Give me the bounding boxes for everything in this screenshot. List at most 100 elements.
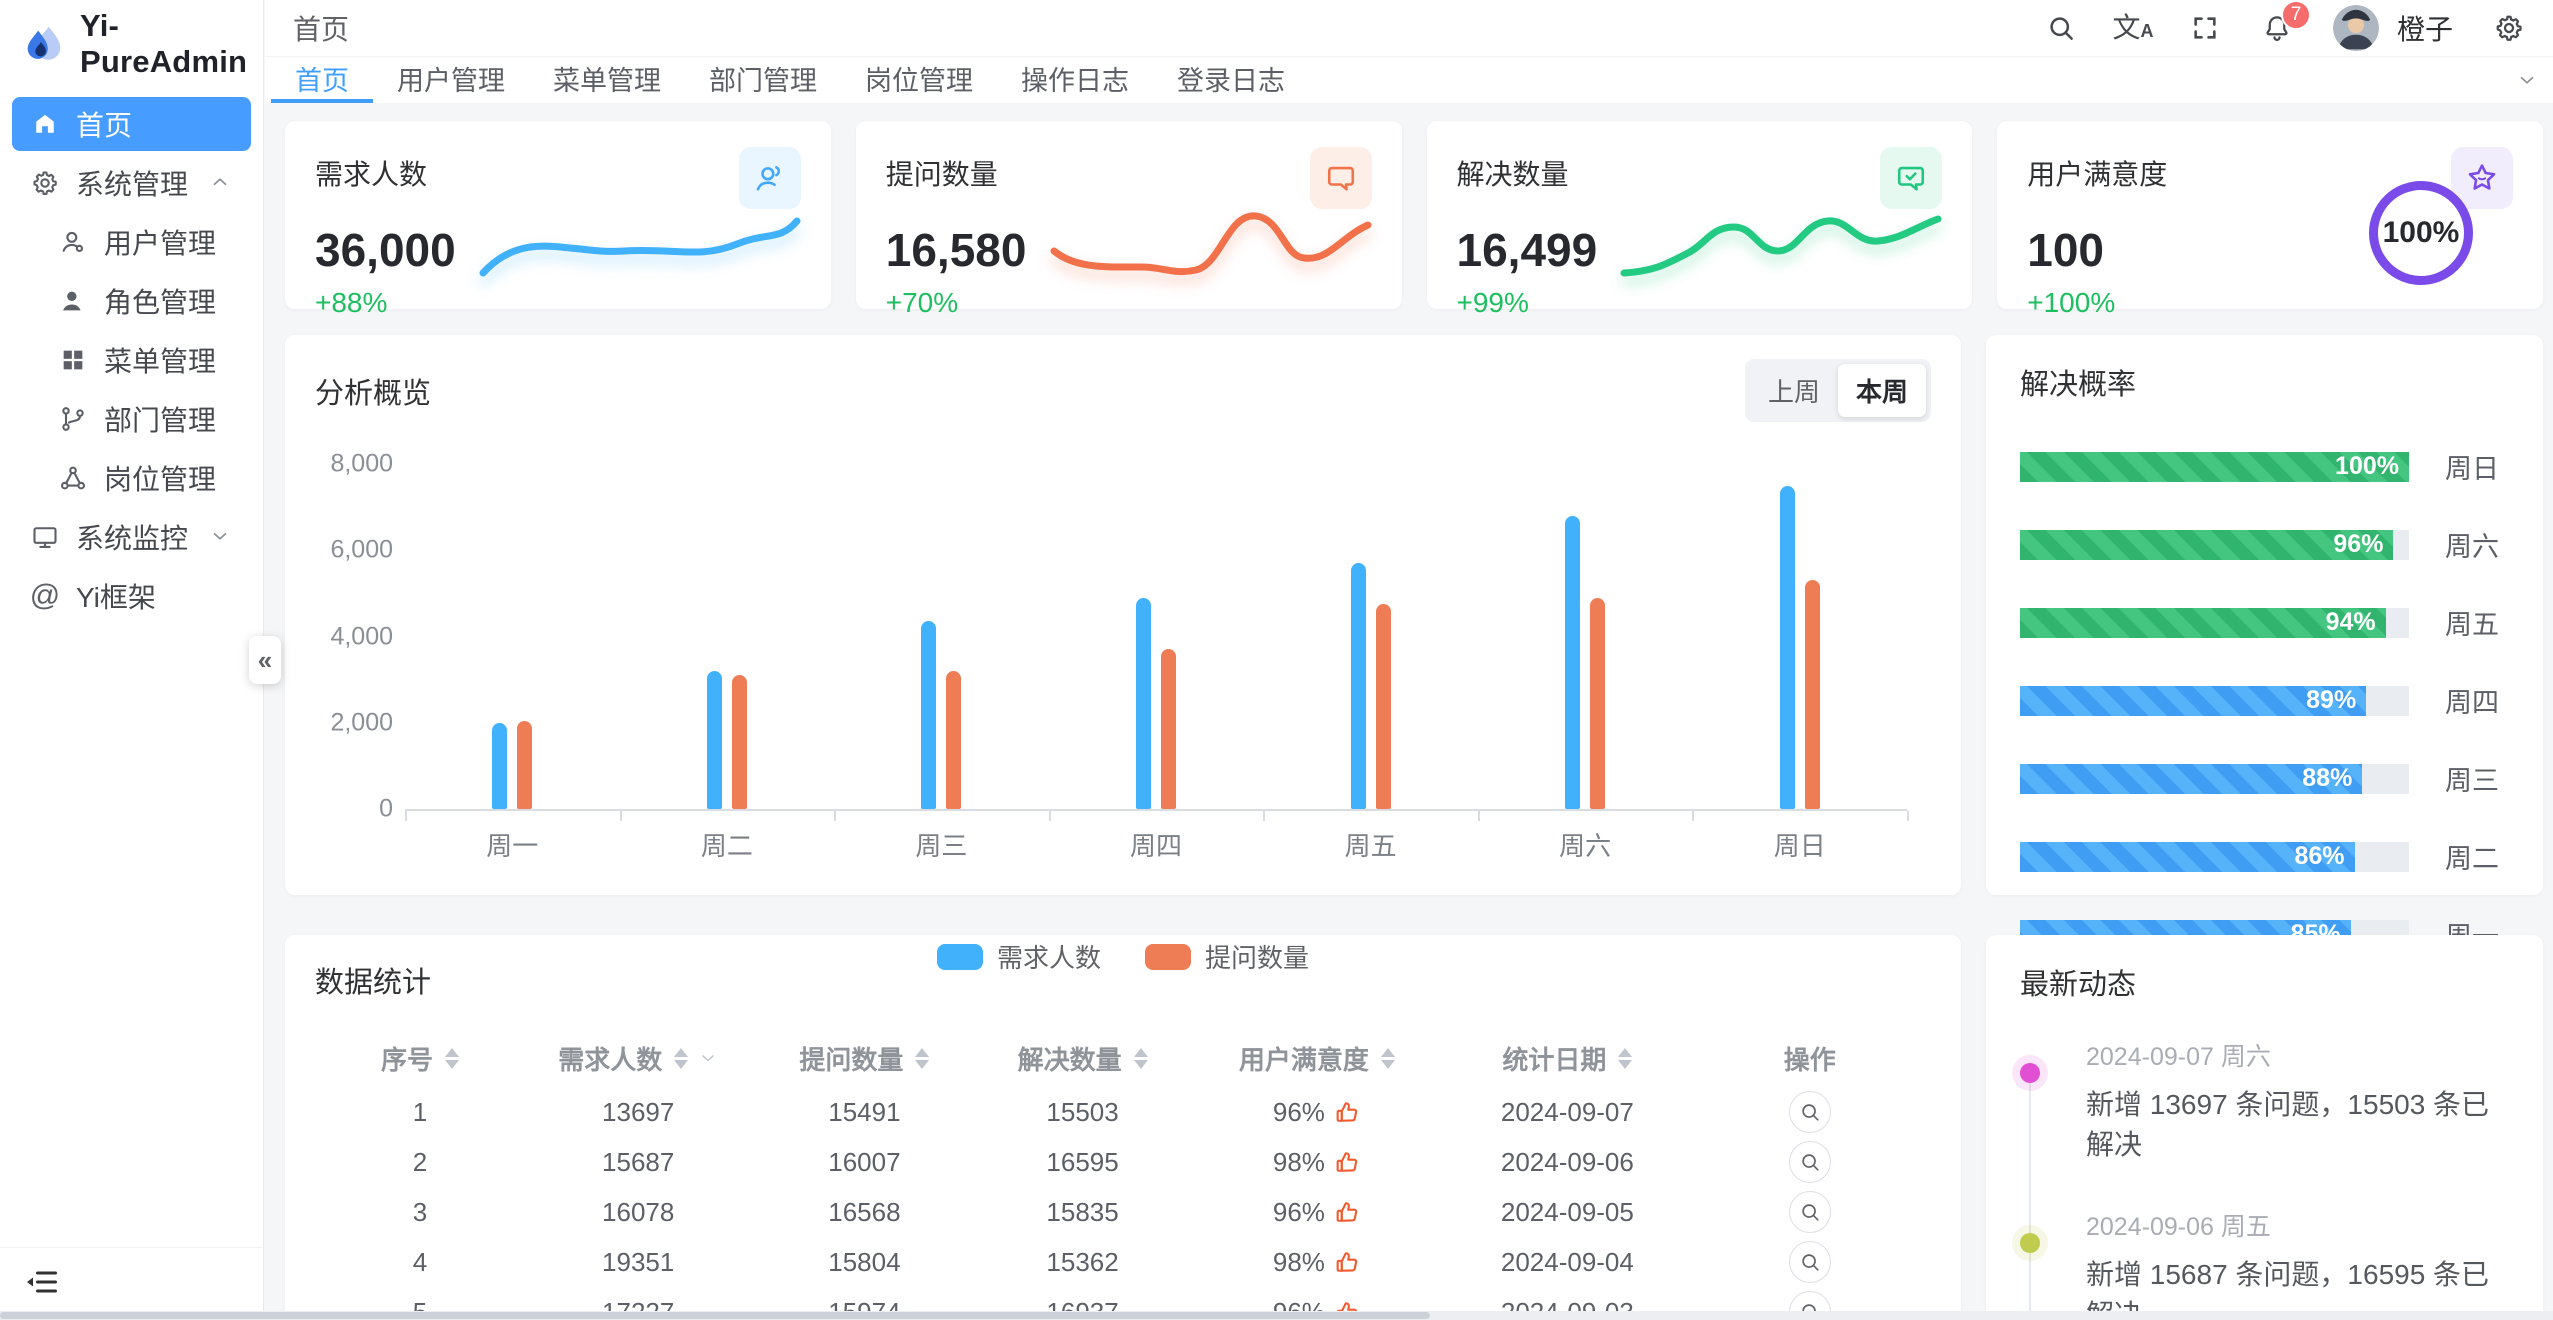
sort-carets-icon[interactable]: [1380, 1047, 1395, 1069]
cell-date: 2024-09-06: [1500, 1146, 1634, 1177]
legend-item[interactable]: 需求人数: [936, 938, 1101, 975]
tab-1[interactable]: 用户管理: [397, 65, 505, 96]
bar-需求人数-周六[interactable]: [1565, 516, 1581, 809]
bar-提问数量-周四[interactable]: [1161, 649, 1176, 809]
branch-icon: [58, 404, 88, 434]
table-row: 2 15687 16007 16595 98% 2024-09-06: [315, 1137, 1931, 1187]
filter-chevron-icon[interactable]: [698, 1048, 718, 1068]
translate-icon[interactable]: 文A: [2112, 12, 2154, 43]
view-row-button[interactable]: [1788, 1141, 1831, 1183]
toggle-0[interactable]: 上周: [1767, 377, 1820, 407]
column-header-1[interactable]: 需求人数: [525, 1040, 751, 1077]
cell-actions: [1689, 1191, 1931, 1233]
bar-提问数量-周二[interactable]: [731, 675, 747, 809]
y-axis-tick: 0: [379, 794, 393, 823]
tab-2[interactable]: 菜单管理: [553, 65, 661, 96]
search-icon[interactable]: [2045, 12, 2077, 44]
tab-actions-chevron-icon[interactable]: [2501, 57, 2553, 103]
bar-提问数量-周六[interactable]: [1590, 598, 1606, 809]
sidebar-subitem-1-4[interactable]: 岗位管理: [12, 451, 251, 505]
sidebar-subitem-label: 角色管理: [104, 287, 217, 318]
cell-demand: 15687: [602, 1146, 675, 1177]
bar-提问数量-周五[interactable]: [1375, 604, 1391, 809]
sort-carets-icon[interactable]: [915, 1047, 930, 1069]
bar-需求人数-周一[interactable]: [492, 723, 508, 809]
view-row-button[interactable]: [1788, 1191, 1831, 1233]
bar-提问数量-周一[interactable]: [517, 721, 533, 809]
bar-提问数量-周三[interactable]: [946, 671, 962, 809]
column-header-4[interactable]: 用户满意度: [1188, 1040, 1447, 1077]
bell-icon[interactable]: 7: [2261, 0, 2311, 44]
chart-legend: 需求人数 提问数量: [315, 938, 1931, 975]
logo-row[interactable]: Yi-PureAdmin: [0, 0, 263, 88]
tab-4[interactable]: 岗位管理: [865, 65, 973, 96]
sparkline: [1620, 215, 1942, 277]
progress-track: 94%: [2020, 607, 2409, 638]
cell-date: 2024-09-05: [1500, 1196, 1634, 1227]
column-header-6[interactable]: 操作: [1783, 1044, 1836, 1075]
sidebar-item-label: Yi框架: [76, 582, 156, 613]
cell-no: 2: [412, 1146, 428, 1177]
horizontal-scrollbar[interactable]: [0, 1311, 2553, 1320]
sort-carets-icon[interactable]: [674, 1047, 689, 1069]
timeline-list: 2024-09-07 周六 新增 13697 条问题，15503 条已解决 20…: [2020, 1037, 2509, 1320]
sort-carets-icon[interactable]: [1133, 1047, 1148, 1069]
sidebar-item-1[interactable]: 系统管理: [12, 156, 251, 210]
x-axis-label: 周四: [1129, 831, 1183, 861]
menu-fold-icon[interactable]: [24, 1264, 60, 1300]
sidebar-collapse-button[interactable]: «: [249, 636, 281, 684]
timeline-dot: [2020, 1233, 2040, 1253]
tab-6[interactable]: 登录日志: [1177, 65, 1285, 96]
sidebar-item-3[interactable]: @ Yi框架: [12, 569, 251, 623]
avatar[interactable]: [2332, 5, 2379, 51]
view-row-button[interactable]: [1788, 1241, 1831, 1283]
sort-carets-icon[interactable]: [445, 1047, 460, 1069]
bar-提问数量-周日[interactable]: [1804, 580, 1820, 809]
table-row: 4 19351 15804 15362 98% 2024-09-04: [315, 1237, 1931, 1287]
cell-ask: 16568: [828, 1196, 901, 1227]
bar-需求人数-周日[interactable]: [1779, 486, 1795, 809]
analysis-overview-card: 分析概览 上周 本周 8,000 6,000 4,000 2,000 0 周一 周二 周三 周四 周…: [285, 335, 1961, 973]
fullscreen-icon[interactable]: [2189, 12, 2221, 44]
timeline-dot: [2020, 1063, 2040, 1083]
column-header-3[interactable]: 解决数量: [978, 1040, 1188, 1077]
username[interactable]: 橙子: [2396, 14, 2453, 45]
column-header-5[interactable]: 统计日期: [1446, 1040, 1688, 1077]
x-axis-label: 周日: [1773, 831, 1826, 861]
sparkline: [1050, 212, 1371, 276]
bar-需求人数-周五[interactable]: [1350, 563, 1366, 809]
bar-需求人数-周三[interactable]: [921, 621, 937, 809]
scrollbar-thumb[interactable]: [0, 1312, 1430, 1319]
sidebar-subitem-1-1[interactable]: 角色管理: [12, 274, 251, 328]
tab-0[interactable]: 首页: [271, 57, 373, 103]
column-header-0[interactable]: 序号: [315, 1040, 525, 1077]
legend-item[interactable]: 提问数量: [1145, 938, 1309, 975]
sort-carets-icon[interactable]: [1618, 1047, 1633, 1069]
column-header-2[interactable]: 提问数量: [751, 1040, 977, 1077]
tab-5[interactable]: 操作日志: [1021, 65, 1129, 96]
sidebar-item-0[interactable]: 首页: [12, 97, 251, 151]
progress-day-label: 周日: [2445, 454, 2499, 484]
view-row-button[interactable]: [1788, 1091, 1831, 1133]
toggle-1[interactable]: 本周: [1837, 364, 1926, 417]
tab-3[interactable]: 部门管理: [709, 65, 817, 96]
timeline-date: 2024-09-07 周六: [2086, 1043, 2271, 1071]
progress-row-周四: 89% 周四: [2020, 681, 2509, 720]
bar-需求人数-周四[interactable]: [1136, 598, 1151, 809]
progress-fill: 96%: [2020, 529, 2394, 560]
stat-card-title: 需求人数: [315, 159, 428, 190]
x-axis-tick: [1692, 811, 1695, 821]
sidebar-subitem-1-3[interactable]: 部门管理: [12, 392, 251, 446]
sidebar-subitem-1-2[interactable]: 菜单管理: [12, 333, 251, 387]
sidebar-subitem-1-0[interactable]: 用户管理: [12, 215, 251, 269]
stat-card-delta: +99%: [1456, 287, 1529, 318]
gear-icon[interactable]: [2493, 12, 2525, 44]
x-axis-label: 周五: [1344, 831, 1397, 861]
monitor-icon: [30, 522, 60, 552]
x-axis-tick: [1048, 811, 1051, 821]
user-icon: [58, 227, 88, 257]
bar-需求人数-周二[interactable]: [706, 671, 722, 809]
bar-chart: 8,000 6,000 4,000 2,000 0 周一 周二 周三 周四 周五 周六 周日 需求人数 提…: [315, 446, 1931, 973]
stat-card-title: 解决数量: [1456, 159, 1569, 190]
sidebar-item-2[interactable]: 系统监控: [12, 510, 251, 564]
